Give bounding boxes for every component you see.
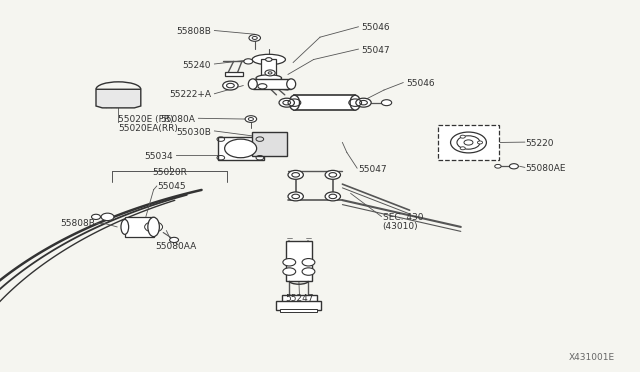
Text: 55808B: 55808B [177,27,211,36]
Circle shape [356,98,371,107]
Text: 55080A: 55080A [161,115,195,124]
Circle shape [495,164,501,168]
Ellipse shape [350,95,360,110]
Circle shape [244,59,253,64]
Circle shape [288,192,303,201]
Circle shape [245,116,257,122]
Circle shape [252,36,257,39]
Circle shape [302,268,315,275]
Ellipse shape [148,217,159,237]
Polygon shape [96,89,141,108]
Text: 55020EA(RR): 55020EA(RR) [118,124,179,133]
Text: 55020E (FR): 55020E (FR) [118,115,174,124]
Text: 55047: 55047 [358,165,387,174]
Bar [253,79,291,89]
Circle shape [302,259,315,266]
Text: SEC. 430: SEC. 430 [383,213,423,222]
Ellipse shape [248,79,257,89]
Bar [252,132,287,156]
Circle shape [283,259,296,266]
Text: 55222+A: 55222+A [169,90,211,99]
Text: 55080AE: 55080AE [525,164,565,173]
Circle shape [170,237,179,243]
Bar [276,301,321,310]
Circle shape [325,192,340,201]
Text: 55047: 55047 [362,46,390,55]
Text: 55030B: 55030B [177,128,211,137]
Text: 55020R: 55020R [152,169,187,177]
Circle shape [325,170,340,179]
Bar [218,137,264,160]
Circle shape [477,141,483,144]
Text: 55080AA: 55080AA [156,242,196,251]
Text: 55046: 55046 [362,23,390,32]
Bar [125,217,154,237]
Bar [225,72,243,76]
Circle shape [258,84,267,89]
Text: 55240: 55240 [182,61,211,70]
Text: 55034: 55034 [144,152,173,161]
Ellipse shape [121,219,129,234]
Circle shape [464,140,473,145]
Text: (43010): (43010) [383,222,419,231]
Bar [280,309,317,312]
Circle shape [279,98,294,107]
Circle shape [249,35,260,41]
Circle shape [288,170,303,179]
Circle shape [460,147,465,150]
Circle shape [92,214,100,219]
Circle shape [223,81,238,90]
Ellipse shape [252,54,285,65]
Circle shape [509,164,518,169]
Circle shape [225,139,257,158]
Circle shape [283,268,296,275]
Bar [286,241,312,281]
Bar [438,125,499,160]
Text: 55045: 55045 [157,182,186,191]
Ellipse shape [287,79,296,89]
Text: 55220: 55220 [525,139,554,148]
Ellipse shape [289,95,300,110]
Bar [261,59,276,78]
Text: 55808B: 55808B [60,219,95,228]
Circle shape [266,58,272,61]
Bar [294,95,355,110]
Text: 55046: 55046 [406,79,435,88]
Circle shape [101,213,114,221]
Ellipse shape [256,75,282,81]
Circle shape [265,70,275,76]
Text: 55247: 55247 [285,294,314,303]
Circle shape [460,135,465,138]
Circle shape [381,100,392,106]
Circle shape [451,132,486,153]
Bar [282,295,317,302]
Text: X431001E: X431001E [568,353,614,362]
